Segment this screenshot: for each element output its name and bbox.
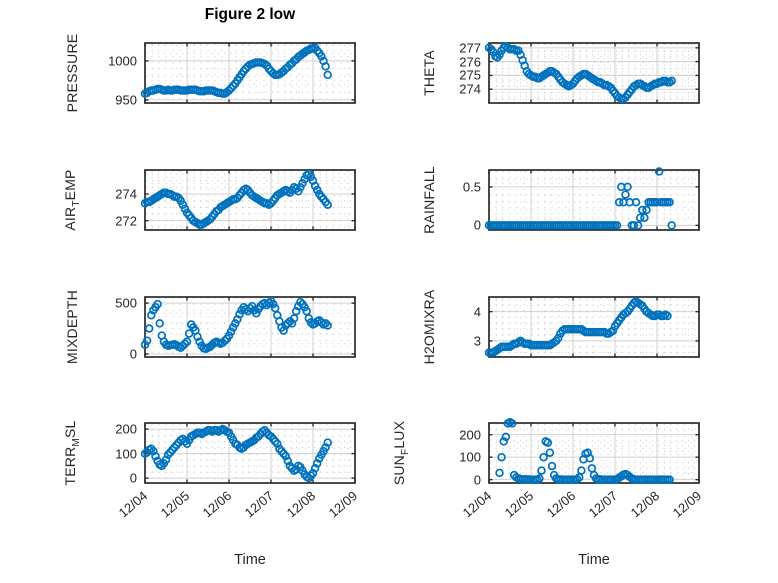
y-axis-label-text: PRESSURE — [64, 33, 80, 113]
x-tick-label: 12/06 — [200, 488, 235, 521]
data-points — [484, 42, 676, 104]
x-tick-label: 12/04 — [460, 488, 495, 521]
y-tick-label: 0 — [129, 346, 137, 362]
y-tick-label: 500 — [115, 295, 137, 311]
y-tick-label: 200 — [115, 421, 137, 437]
figure-title: Figure 2 low — [204, 6, 296, 23]
y-axis-label-text: TERR — [62, 446, 78, 486]
y-axis-label-terr_msl: TERRMSL — [62, 421, 82, 486]
data-points — [140, 169, 332, 229]
x-tick-label: 12/07 — [586, 488, 621, 521]
y-tick-label: 277 — [459, 40, 481, 56]
data-points — [140, 424, 332, 483]
x-tick-label: 12/05 — [502, 488, 537, 521]
y-axis-label-text: LUX — [391, 420, 407, 449]
y-axis-label-text: MIXDEPTH — [64, 290, 80, 364]
subplot-terr-msl: 0 100 200 TERRMSL 12/04 12/05 12/06 12/07 12/08 1… — [62, 421, 361, 521]
plot-area-theta — [484, 42, 700, 104]
y-axis-label-text: H2OMIXRA — [421, 289, 437, 365]
y-tick-label: 272 — [115, 213, 137, 229]
y-tick-label: 950 — [115, 92, 137, 108]
y-tick-label: 0 — [129, 470, 137, 486]
y-tick-label: 100 — [115, 446, 137, 462]
plot-area-terr_msl — [140, 422, 356, 484]
x-tick-label: 12/06 — [544, 488, 579, 521]
data-points — [484, 297, 672, 357]
x-tick-label: 12/07 — [242, 488, 277, 521]
x-axis-label-left: Time — [234, 552, 266, 568]
plot-area-rainfall — [484, 167, 700, 231]
x-tick-label: 12/08 — [628, 488, 663, 521]
y-tick-label: 4 — [473, 304, 481, 320]
subplot-rainfall: 0 0.5 RAINFALL — [421, 166, 700, 234]
data-points — [484, 167, 676, 230]
y-axis-label-theta: THETA — [421, 50, 437, 96]
x-axis-label-right: Time — [578, 552, 610, 568]
y-tick-label: 0 — [473, 472, 481, 488]
subplot-mixdepth: 0 500 MIXDEPTH — [64, 290, 356, 364]
y-axis-label-subscript: F — [400, 448, 411, 455]
plot-area-h2omixra — [484, 296, 700, 358]
y-tick-label: 274 — [115, 186, 137, 202]
x-tick-label: 12/09 — [670, 488, 705, 521]
y-tick-label: 100 — [459, 449, 481, 465]
data-points — [140, 296, 332, 354]
y-axis-label-air_temp: AIRTEMP — [62, 169, 82, 230]
y-tick-label: 275 — [459, 67, 481, 83]
y-tick-label: 1000 — [108, 53, 137, 69]
y-axis-label-text: SUN — [391, 454, 407, 486]
subplot-sun-flux: 0 100 200 SUNFLUX 12/04 12/05 12/06 12/07 12/08 1… — [391, 418, 705, 520]
plot-area-pressure — [140, 42, 356, 104]
y-axis-label-subscript: T — [71, 200, 82, 207]
y-axis-label-sun_flux: SUNFLUX — [391, 421, 411, 485]
subplot-theta: 274 275 276 277 THETA — [421, 40, 700, 104]
plot-area-sun_flux — [488, 418, 700, 484]
x-tick-label: 12/04 — [116, 488, 151, 521]
x-tick-label: 12/09 — [326, 488, 361, 521]
x-tick-label: 12/08 — [284, 488, 319, 521]
y-axis-label-rainfall: RAINFALL — [421, 166, 437, 234]
data-points — [140, 43, 332, 98]
y-tick-label: 3 — [473, 333, 481, 349]
plot-area-mixdepth — [140, 296, 356, 358]
subplot-pressure: 950 1000 PRESSURE — [64, 34, 356, 112]
x-tick-label: 12/05 — [158, 488, 193, 521]
subplot-h2omixra: 3 4 H2OMIXRA — [421, 290, 700, 364]
y-tick-label: 276 — [459, 54, 481, 70]
data-points — [495, 418, 674, 484]
subplot-air-temp: 272 274 AIRTEMP — [62, 169, 356, 231]
y-axis-label-text: EMP — [62, 169, 78, 201]
y-tick-label: 274 — [459, 81, 481, 97]
plot-area-air_temp — [140, 169, 356, 231]
y-axis-label-pressure: PRESSURE — [64, 34, 80, 113]
y-axis-label-h2omixra: H2OMIXRA — [421, 290, 437, 365]
y-tick-label: 200 — [459, 427, 481, 443]
y-axis-label-text: THETA — [421, 50, 437, 96]
y-axis-label-text: RAINFALL — [421, 166, 437, 234]
y-tick-label: 0.5 — [462, 179, 481, 195]
y-axis-label-subscript: M — [71, 438, 82, 447]
y-axis-label-text: SL — [62, 420, 78, 439]
y-tick-label: 0 — [473, 217, 481, 233]
y-axis-label-mixdepth: MIXDEPTH — [64, 290, 80, 364]
y-axis-label-text: AIR — [62, 206, 78, 231]
